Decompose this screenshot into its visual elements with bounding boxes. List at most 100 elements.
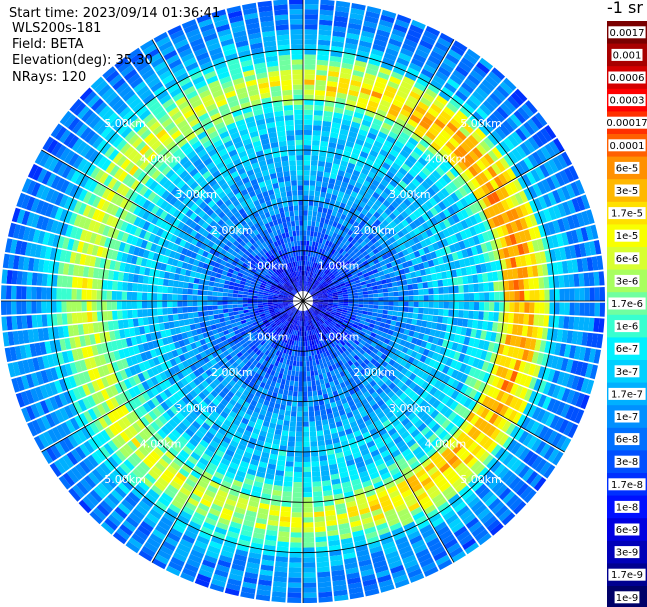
data-cell	[491, 191, 501, 203]
data-cell	[376, 207, 384, 215]
data-cell	[489, 92, 503, 106]
data-cell	[536, 264, 544, 277]
data-cell	[26, 301, 32, 314]
data-cell	[318, 29, 332, 36]
data-cell	[375, 76, 388, 85]
data-cell	[487, 133, 499, 146]
data-cell	[367, 270, 374, 276]
data-cell	[400, 210, 409, 219]
data-cell	[71, 276, 78, 288]
data-cell	[247, 306, 254, 310]
data-cell	[325, 240, 330, 246]
data-cell	[117, 281, 123, 291]
data-cell	[333, 297, 339, 300]
data-cell	[290, 241, 295, 247]
data-cell	[552, 205, 562, 219]
data-cell	[56, 313, 63, 326]
data-cell	[328, 219, 334, 226]
data-cell	[534, 112, 548, 127]
data-cell	[379, 275, 386, 281]
data-cell	[317, 283, 322, 288]
data-cell	[519, 290, 525, 301]
data-cell	[446, 102, 459, 114]
data-cell	[355, 55, 369, 63]
data-cell	[332, 232, 338, 239]
data-cell	[419, 39, 434, 50]
data-cell	[338, 299, 344, 301]
data-cell	[317, 293, 323, 297]
data-cell	[402, 145, 413, 155]
data-cell	[392, 209, 401, 217]
data-cell	[359, 247, 366, 254]
data-cell	[217, 309, 224, 314]
data-cell	[473, 224, 482, 235]
data-cell	[427, 281, 434, 288]
data-cell	[318, 248, 323, 254]
data-cell	[425, 228, 434, 237]
data-cell	[330, 267, 335, 273]
data-cell	[352, 292, 359, 296]
data-cell	[311, 256, 315, 263]
data-cell	[325, 213, 331, 220]
data-cell	[338, 254, 344, 260]
data-cell	[307, 281, 311, 287]
data-cell	[297, 175, 303, 181]
data-cell	[364, 230, 371, 237]
data-cell	[586, 209, 595, 225]
data-cell	[399, 131, 410, 141]
data-cell	[438, 148, 449, 159]
data-cell	[361, 208, 369, 216]
data-cell	[298, 250, 301, 256]
data-cell	[338, 278, 344, 283]
data-cell	[137, 275, 144, 284]
data-cell	[364, 72, 377, 81]
data-cell	[554, 289, 560, 301]
data-cell	[304, 19, 318, 25]
data-cell	[405, 172, 415, 182]
data-cell	[208, 281, 215, 287]
data-cell	[318, 155, 326, 162]
data-cell	[383, 174, 392, 183]
data-cell	[418, 289, 424, 295]
data-cell	[489, 113, 502, 126]
data-cell	[452, 69, 466, 82]
data-cell	[408, 265, 415, 273]
data-cell	[354, 60, 367, 68]
data-cell	[434, 41, 449, 53]
data-cell	[243, 309, 249, 314]
data-cell	[488, 251, 495, 262]
data-cell	[359, 277, 366, 283]
data-cell	[435, 95, 448, 106]
data-cell	[308, 195, 314, 201]
data-cell	[450, 234, 459, 244]
data-cell	[317, 294, 323, 298]
data-cell	[309, 289, 314, 294]
data-cell	[314, 268, 318, 274]
data-cell	[122, 282, 128, 291]
data-cell	[305, 286, 308, 292]
data-cell	[457, 160, 468, 172]
data-cell	[401, 163, 411, 172]
data-cell	[490, 261, 497, 272]
data-cell	[318, 270, 323, 276]
data-cell	[112, 310, 118, 320]
data-cell	[390, 33, 404, 43]
data-cell	[289, 4, 303, 10]
data-cell	[290, 215, 295, 222]
data-cell	[467, 237, 476, 247]
data-cell	[432, 194, 442, 204]
data-cell	[344, 172, 352, 179]
data-cell	[502, 247, 510, 259]
data-cell	[314, 280, 318, 285]
data-cell	[358, 274, 365, 280]
data-cell	[287, 226, 292, 232]
data-cell	[362, 77, 375, 86]
data-cell	[581, 257, 589, 272]
data-cell	[476, 186, 487, 198]
data-cell	[327, 208, 333, 215]
data-cell	[469, 115, 481, 127]
data-cell	[489, 292, 495, 301]
data-cell	[385, 278, 392, 284]
data-cell	[297, 180, 303, 186]
data-cell	[305, 286, 307, 292]
